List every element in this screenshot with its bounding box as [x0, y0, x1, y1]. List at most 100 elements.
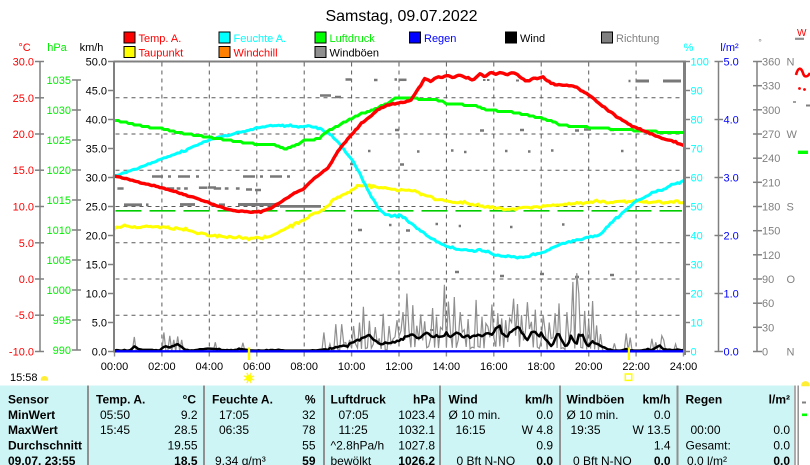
svg-text:1000: 1000 [47, 285, 71, 297]
svg-text:08:00: 08:00 [290, 361, 318, 373]
svg-text:°C: °C [183, 393, 197, 407]
svg-text:O: O [787, 274, 796, 286]
svg-text:Ø 10 min.: Ø 10 min. [449, 408, 501, 422]
svg-text:16:15: 16:15 [456, 423, 486, 437]
svg-text:06:00: 06:00 [243, 361, 271, 373]
svg-text:00:00: 00:00 [101, 361, 129, 373]
svg-text:0.0: 0.0 [654, 454, 671, 465]
svg-text:1023.4: 1023.4 [398, 408, 435, 422]
svg-text:360: 360 [762, 57, 780, 69]
svg-text:240: 240 [762, 153, 780, 165]
svg-text:Regen: Regen [686, 393, 723, 407]
svg-text:Feuchte A.: Feuchte A. [212, 393, 273, 407]
svg-text:11:25: 11:25 [339, 423, 368, 437]
svg-text:1015: 1015 [47, 195, 71, 207]
svg-text:0.9: 0.9 [536, 439, 553, 453]
svg-text:78: 78 [302, 423, 316, 437]
svg-text:Windböen: Windböen [567, 393, 625, 407]
svg-text:1035: 1035 [47, 75, 71, 87]
svg-text:15.0: 15.0 [13, 165, 34, 177]
svg-text:5.0: 5.0 [92, 318, 107, 330]
svg-text:-10.0: -10.0 [9, 347, 34, 359]
svg-text:0.0: 0.0 [19, 274, 34, 286]
svg-text:-5.0: -5.0 [15, 310, 34, 322]
svg-text:Temp. A.: Temp. A. [139, 33, 182, 45]
svg-text:32: 32 [302, 408, 316, 422]
svg-text:60: 60 [691, 173, 703, 185]
svg-text:270: 270 [762, 129, 780, 141]
svg-text:W 4.8: W 4.8 [522, 423, 554, 437]
svg-text:10:00: 10:00 [338, 361, 366, 373]
svg-text:15:45: 15:45 [100, 423, 130, 437]
svg-text:1.0: 1.0 [724, 289, 739, 301]
svg-text:35.0: 35.0 [86, 144, 107, 156]
svg-text:N: N [787, 57, 795, 69]
svg-text:Windböen: Windböen [330, 48, 380, 60]
svg-text:05:50: 05:50 [100, 408, 130, 422]
svg-text:km/h: km/h [525, 393, 553, 407]
svg-text:Wind: Wind [520, 33, 545, 45]
svg-text:30: 30 [691, 260, 703, 272]
svg-text:0.0: 0.0 [773, 439, 790, 453]
svg-text:1.4: 1.4 [654, 439, 671, 453]
svg-text:Durchschnitt: Durchschnitt [8, 439, 82, 453]
svg-text:90: 90 [762, 274, 774, 286]
svg-text:25.0: 25.0 [86, 202, 107, 214]
svg-text:5.0: 5.0 [724, 57, 739, 69]
svg-text:18:00: 18:00 [527, 361, 555, 373]
svg-text:Luftdruck: Luftdruck [331, 393, 387, 407]
svg-text:19:35: 19:35 [571, 423, 601, 437]
svg-text:Ø 10 min.: Ø 10 min. [567, 408, 619, 422]
svg-text:1030: 1030 [47, 105, 71, 117]
svg-text:0 Bft N-NO: 0 Bft N-NO [573, 454, 632, 465]
svg-text:20.0: 20.0 [13, 129, 34, 141]
svg-text:100: 100 [691, 57, 709, 69]
svg-text:Gesamt:: Gesamt: [686, 439, 731, 453]
svg-text:°C: °C [18, 42, 30, 54]
svg-text:45.0: 45.0 [86, 86, 107, 98]
svg-text:120: 120 [762, 250, 780, 262]
svg-text:10.0: 10.0 [86, 289, 107, 301]
svg-text:00:00: 00:00 [691, 423, 721, 437]
svg-text:17:05: 17:05 [219, 408, 249, 422]
svg-text:22:00: 22:00 [622, 361, 650, 373]
svg-text:1010: 1010 [47, 225, 71, 237]
svg-text:20:00: 20:00 [575, 361, 603, 373]
svg-text:5.0: 5.0 [19, 238, 34, 250]
svg-text:50: 50 [691, 202, 703, 214]
svg-text:l/m²: l/m² [769, 393, 790, 407]
svg-text:15:58: 15:58 [10, 372, 38, 384]
svg-text:Sensor: Sensor [8, 393, 49, 407]
svg-text:hPa: hPa [413, 393, 435, 407]
svg-text:MinWert: MinWert [8, 408, 55, 422]
svg-text:Regen: Regen [424, 33, 456, 45]
svg-text:02:00: 02:00 [148, 361, 176, 373]
svg-text:9.34 g/m³: 9.34 g/m³ [215, 454, 266, 465]
svg-text:l/m²: l/m² [720, 42, 739, 54]
svg-text:40: 40 [691, 231, 703, 243]
svg-text:90: 90 [691, 86, 703, 98]
svg-text:28.5: 28.5 [174, 423, 198, 437]
svg-text:330: 330 [762, 81, 780, 93]
svg-text:0.0 l/m²: 0.0 l/m² [687, 454, 727, 465]
svg-text:16:00: 16:00 [480, 361, 508, 373]
svg-text:0.0: 0.0 [536, 454, 553, 465]
svg-text:km/h: km/h [80, 42, 104, 54]
svg-text:0: 0 [691, 347, 697, 359]
svg-text:W: W [797, 28, 807, 39]
svg-text:3.0: 3.0 [724, 173, 739, 185]
svg-text:1032.1: 1032.1 [398, 423, 435, 437]
svg-text:20.0: 20.0 [86, 231, 107, 243]
svg-text:10.0: 10.0 [13, 202, 34, 214]
svg-text:Luftdruck: Luftdruck [330, 33, 376, 45]
svg-text:9.2: 9.2 [181, 408, 198, 422]
svg-text:Feuchte A.: Feuchte A. [234, 33, 287, 45]
svg-text:%: % [305, 393, 316, 407]
svg-text:W 13.5: W 13.5 [632, 423, 670, 437]
svg-text:40.0: 40.0 [86, 115, 107, 127]
svg-text:150: 150 [762, 226, 780, 238]
svg-text:09.07. 23:55: 09.07. 23:55 [8, 454, 76, 465]
svg-text:0.0: 0.0 [724, 347, 739, 359]
svg-text:59: 59 [302, 454, 316, 465]
svg-text:1026.2: 1026.2 [398, 454, 435, 465]
